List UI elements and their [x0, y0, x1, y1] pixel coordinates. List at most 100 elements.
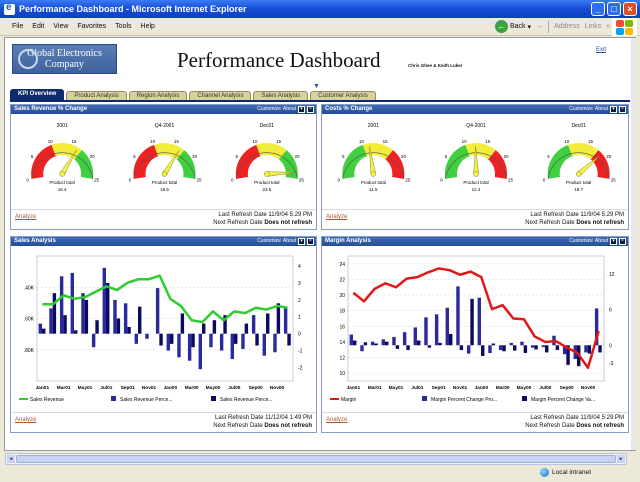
x-tick-label: Sep01 [121, 385, 135, 391]
gauge-tick-label: 25 [508, 177, 514, 182]
series-line [352, 267, 600, 369]
menu-favorites[interactable]: Favorites [77, 23, 107, 30]
legend-swatch [211, 396, 216, 401]
tab-sales-analysis[interactable]: Sales Analysis [253, 91, 309, 101]
gauge-tick-label: 0 [543, 177, 546, 182]
menu-tools[interactable]: Tools [115, 23, 132, 30]
y-right-tick-label: 1 [298, 315, 301, 321]
panel-sales-analysis: Sales Analysis Customize About ▾ × .40K.… [10, 236, 317, 433]
bar [594, 308, 599, 346]
next-refresh-label: Next Refresh Date [213, 422, 265, 429]
scroll-left-icon[interactable]: ◂ [7, 455, 15, 463]
panel-title: Sales Revenue % Change [14, 106, 88, 112]
gauge-tick-label: 20 [294, 154, 300, 159]
vertical-scrollbar[interactable] [631, 38, 636, 450]
horizontal-scrollbar[interactable]: ◂ ▸ [5, 453, 627, 465]
legend-label: Margin [341, 397, 357, 403]
y-left-tick-label: 14 [339, 340, 345, 346]
last-refresh: Last Refresh Date 11/12/04 1:49 PM [215, 415, 312, 421]
gauge-hub [370, 171, 377, 177]
menu-view[interactable]: View [53, 23, 69, 30]
refresh-info: Last Refresh Date 11/9/04 5:29 PM Next R… [525, 212, 624, 227]
bar [370, 341, 375, 346]
panel-menu-icon[interactable]: ▾ [298, 238, 305, 245]
customize-link[interactable]: Customize [569, 238, 593, 244]
bar [438, 342, 442, 346]
menu-edit[interactable]: Edit [32, 23, 45, 30]
next-refresh-label: Next Refresh Date [525, 422, 577, 429]
menu-help[interactable]: Help [140, 23, 155, 30]
gauge-title: 2001 [57, 123, 68, 129]
gauge-label: Product total [50, 180, 75, 185]
x-tick-label: Jan00 [475, 385, 489, 391]
forward-arrow-icon[interactable]: → [536, 23, 544, 30]
bar [180, 313, 185, 334]
panel-footer: Analyze Last Refresh Date 11/12/04 1:49 … [11, 412, 316, 432]
panel-menu-icon[interactable]: ▾ [610, 106, 617, 113]
about-link[interactable]: About [594, 106, 608, 112]
menu-file[interactable]: File [12, 23, 24, 30]
exit-link[interactable]: Exit [596, 47, 607, 53]
panel-menu-icon[interactable]: ▾ [610, 238, 617, 245]
gauge-tick-label: 10 [48, 139, 54, 144]
chevron-down-icon[interactable]: ▾ [527, 23, 532, 31]
panel-menu-icon[interactable]: ▾ [298, 106, 305, 113]
maximize-icon[interactable]: □ [607, 2, 621, 16]
gauge-band [73, 150, 94, 179]
minimize-icon[interactable]: _ [591, 2, 605, 16]
bar [488, 345, 492, 354]
gauge-tick-label: 0 [338, 177, 341, 182]
gauge-label: Product total [152, 180, 177, 185]
gauge-tick-label: 0 [129, 177, 132, 182]
links-label[interactable]: Links [584, 23, 602, 30]
status-bar: ◂ ▸ Local intranet [0, 451, 640, 482]
close-icon[interactable]: × [623, 2, 637, 16]
x-tick-label: Nov00 [581, 385, 596, 391]
panel-close-icon[interactable]: × [619, 238, 626, 245]
bar [353, 340, 357, 346]
bar [127, 326, 131, 334]
y-right-tick-label: -1 [298, 349, 303, 355]
gauge-tick-label: 25 [197, 177, 203, 182]
customize-link[interactable]: Customize [257, 238, 281, 244]
analyze-link[interactable]: Analyze [326, 214, 348, 220]
bar [116, 318, 121, 334]
x-tick-label: Jul01 [411, 385, 424, 391]
customize-link[interactable]: Customize [569, 106, 593, 112]
gauge-value: 11.5 [369, 187, 378, 192]
address-label[interactable]: Address [554, 23, 580, 30]
gauge-tick-label: 0 [231, 177, 234, 182]
analyze-link[interactable]: Analyze [15, 214, 37, 220]
bar [155, 288, 160, 334]
links-chevron-icon[interactable]: » [606, 23, 610, 30]
y-left-tick-label: 16 [339, 324, 345, 330]
bar [402, 332, 407, 346]
tab-region-analysis[interactable]: Region Analysis [128, 91, 188, 101]
back-button[interactable]: ← Back ▾ [494, 20, 532, 33]
customize-link[interactable]: Customize [257, 106, 281, 112]
tab-product-analysis[interactable]: Product Analysis [66, 91, 127, 101]
scrollbar-thumb[interactable] [16, 455, 616, 463]
bar [491, 343, 496, 346]
about-link[interactable]: About [282, 106, 296, 112]
y-left-tick-label: .80K [24, 348, 35, 354]
bar [434, 314, 439, 346]
panel-footer: Analyze Last Refresh Date 11/9/04 5:29 P… [322, 209, 628, 229]
internet-explorer-icon [4, 2, 15, 15]
bar [477, 297, 482, 346]
analyze-link[interactable]: Analyze [15, 417, 37, 423]
about-link[interactable]: About [594, 238, 608, 244]
bar [230, 333, 235, 360]
tab-kpi-overview[interactable]: KPI Overview [10, 89, 65, 101]
panel-close-icon[interactable]: × [307, 238, 314, 245]
windows-logo-icon [612, 18, 637, 36]
about-link[interactable]: About [282, 238, 296, 244]
bar [145, 333, 149, 339]
panel-title: Margin Analysis [325, 238, 371, 244]
scroll-right-icon[interactable]: ▸ [617, 455, 625, 463]
panel-close-icon[interactable]: × [619, 106, 626, 113]
analyze-link[interactable]: Analyze [326, 417, 348, 423]
tab-customer-analysis[interactable]: Customer Analysis [310, 91, 376, 101]
tab-channel-analysis[interactable]: Channel Analysis [189, 91, 252, 101]
panel-close-icon[interactable]: × [307, 106, 314, 113]
